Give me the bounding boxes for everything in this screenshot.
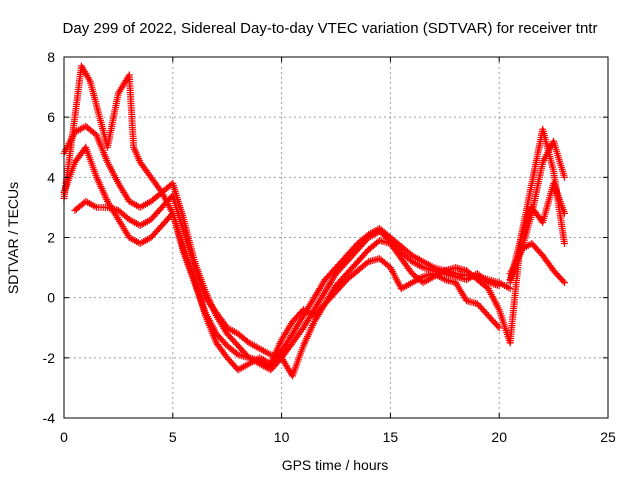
- x-tick-label: 0: [60, 429, 68, 445]
- y-tick-label: 2: [47, 230, 55, 246]
- series-track-7: [506, 179, 568, 347]
- data-point-marker: [561, 209, 568, 217]
- data-point-marker: [559, 277, 567, 285]
- series-track-8: [506, 240, 568, 287]
- data-point-marker: [495, 324, 503, 332]
- y-tick-label: 8: [47, 49, 55, 65]
- series-track-4: [60, 143, 503, 374]
- y-tick-label: 4: [47, 169, 55, 185]
- chart-title: Day 299 of 2022, Sidereal Day-to-day VTE…: [63, 20, 598, 37]
- x-axis-label: GPS time / hours: [282, 457, 389, 473]
- y-tick-label: 6: [47, 109, 55, 125]
- x-tick-label: 15: [383, 429, 399, 445]
- grid: [64, 57, 608, 418]
- y-tick-label: 0: [47, 290, 55, 306]
- data-point-marker: [495, 282, 503, 290]
- data-point-marker: [561, 173, 568, 181]
- x-tick-label: 5: [169, 429, 177, 445]
- x-tick-label: 10: [274, 429, 290, 445]
- data-point-marker: [561, 279, 568, 287]
- series-track-3: [71, 191, 514, 380]
- x-tick-label: 25: [600, 429, 616, 445]
- y-axis-label: SDTVAR / TECUs: [5, 182, 21, 294]
- y-tick-label: -4: [43, 410, 56, 426]
- data-point-marker: [561, 240, 568, 247]
- axis-ticks: 0 5 10 15 20 25 -4 -2 0 2 4 6 8: [43, 49, 616, 445]
- x-tick-label: 20: [491, 429, 507, 445]
- data-point-marker: [494, 322, 502, 330]
- data-marks: [60, 62, 568, 380]
- y-tick-label: -2: [43, 350, 56, 366]
